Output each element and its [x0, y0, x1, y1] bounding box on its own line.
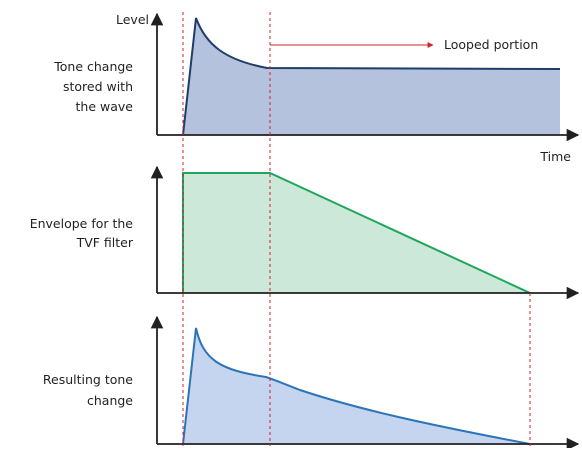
- wave-curve: [182, 17, 561, 136]
- envelope-outline: [182, 172, 531, 294]
- time-markers: [182, 12, 531, 446]
- panel-envelope-label-line2: TVF filter: [76, 235, 134, 250]
- level-axis-label: Level: [116, 12, 149, 27]
- panel-result-label-line1: Resulting tone: [43, 372, 133, 387]
- panel-envelope: Envelope for the TVF filter: [30, 165, 580, 300]
- wave-area: [183, 18, 560, 135]
- time-axis-label: Time: [539, 149, 571, 164]
- panel-wave-label-line1: Tone change: [53, 59, 133, 74]
- looped-portion-label: Looped portion: [444, 37, 538, 52]
- panel-result-label-line2: change: [87, 393, 133, 408]
- panel-result: Resulting tone change: [43, 315, 580, 451]
- envelope-area: [183, 173, 530, 293]
- panel-envelope-label-line1: Envelope for the: [30, 216, 134, 231]
- panel-wave-label-line2: stored with: [63, 79, 133, 94]
- panel-wave: Level Time Tone change stored with the w…: [53, 12, 580, 164]
- panel-wave-label-line3: the wave: [76, 99, 134, 114]
- result-area: [183, 328, 530, 444]
- result-curve: [182, 327, 531, 445]
